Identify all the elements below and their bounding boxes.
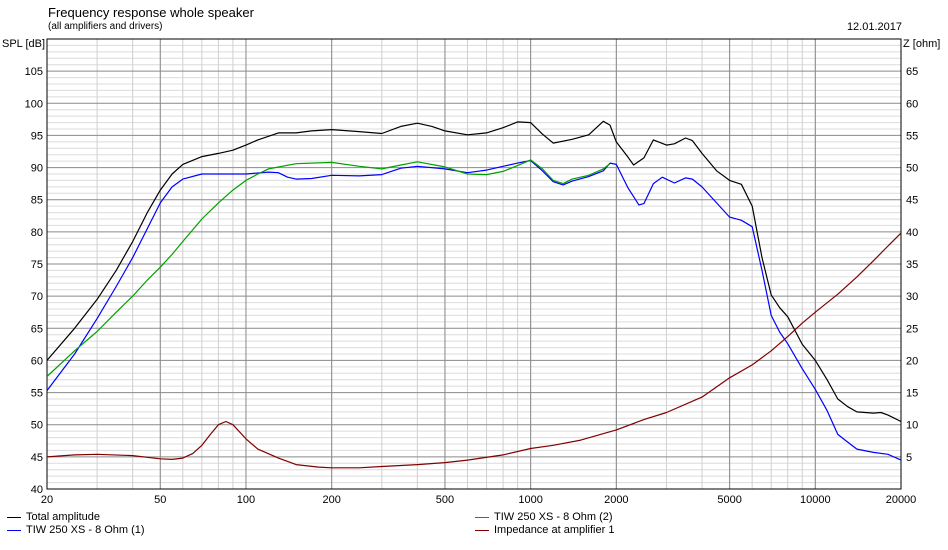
x-tick-label: 500 — [436, 494, 454, 506]
y-tick-label: 70 — [31, 291, 43, 303]
series-line-4 — [46, 232, 902, 469]
x-tick-label: 10000 — [800, 494, 831, 506]
legend-item: Impedance at amplifier 1 — [475, 524, 614, 536]
legend-swatch — [475, 516, 489, 518]
y2-tick-label: 5 — [906, 452, 912, 464]
y2-tick-label: 40 — [906, 227, 918, 239]
y-tick-label: 105 — [25, 66, 43, 78]
legend-swatch — [475, 529, 489, 531]
y-tick-label: 95 — [31, 130, 43, 142]
y2-tick-label: 10 — [906, 420, 918, 432]
y2-tick-label: 45 — [906, 195, 918, 207]
series-line-2 — [46, 159, 902, 461]
y-tick-label: 100 — [25, 98, 43, 110]
legend-label: Total amplitude — [26, 511, 100, 523]
y2-tick-label: 55 — [906, 130, 918, 142]
y-tick-label: 50 — [31, 420, 43, 432]
x-tick-label: 20 — [41, 494, 53, 506]
y-tick-label: 45 — [31, 452, 43, 464]
y2-tick-label: 20 — [906, 355, 918, 367]
chart-title: Frequency response whole speaker — [48, 5, 254, 20]
y-tick-label: 75 — [31, 259, 43, 271]
y2-tick-label: 15 — [906, 388, 918, 400]
y-tick-label: 90 — [31, 163, 43, 175]
x-tick-label: 1000 — [518, 494, 542, 506]
x-tick-label: 50 — [154, 494, 166, 506]
y-tick-label: 55 — [31, 388, 43, 400]
y-axis-label-left: SPL [dB] — [2, 38, 46, 50]
legend-label: TIW 250 XS - 8 Ohm (2) — [494, 511, 613, 523]
y-tick-label: 40 — [31, 484, 43, 496]
x-tick-label: 2000 — [604, 494, 628, 506]
chart-subtitle: (all amplifiers and drivers) — [48, 21, 163, 32]
x-tick-label: 100 — [237, 494, 255, 506]
legend-item: TIW 250 XS - 8 Ohm (1) — [7, 524, 145, 536]
y2-tick-label: 30 — [906, 291, 918, 303]
y-tick-label: 65 — [31, 323, 43, 335]
y-axis-label-right: Z [ohm] — [903, 38, 941, 50]
x-tick-label: 5000 — [717, 494, 741, 506]
y2-tick-label: 25 — [906, 323, 918, 335]
legend-label: Impedance at amplifier 1 — [494, 524, 615, 536]
legend-swatch — [7, 529, 21, 531]
legend-item: Total amplitude — [7, 511, 100, 523]
y2-tick-label: 60 — [906, 98, 918, 110]
x-tick-label: 20000 — [886, 494, 917, 506]
y2-tick-label: 35 — [906, 259, 918, 271]
series-line-3 — [46, 159, 611, 377]
legend-label: TIW 250 XS - 8 Ohm (1) — [26, 524, 145, 536]
y-tick-label: 60 — [31, 355, 43, 367]
y-tick-label: 85 — [31, 195, 43, 207]
y2-tick-label: 65 — [906, 66, 918, 78]
legend-swatch — [7, 516, 21, 518]
chart-date: 12.01.2017 — [846, 21, 902, 33]
plot-frame — [46, 38, 902, 490]
y-tick-label: 80 — [31, 227, 43, 239]
series-line-1 — [46, 120, 902, 423]
legend-item: TIW 250 XS - 8 Ohm (2) — [475, 511, 613, 523]
x-tick-label: 200 — [322, 494, 340, 506]
y2-tick-label: 50 — [906, 163, 918, 175]
